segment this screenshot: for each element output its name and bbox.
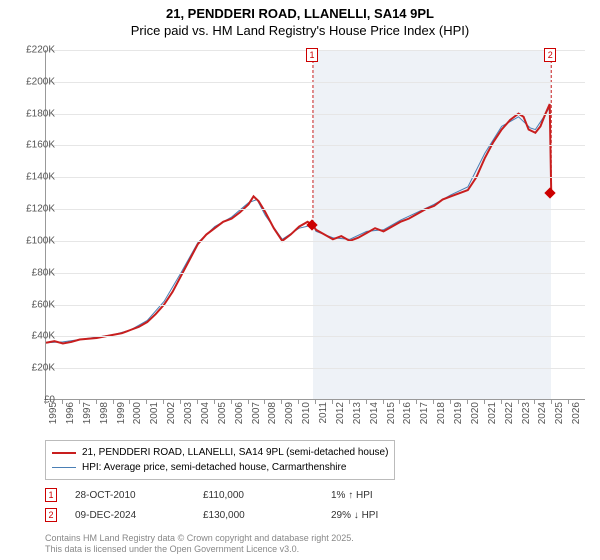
y-tick-label: £180K	[15, 108, 55, 119]
event-delta: 1% ↑ HPI	[331, 490, 451, 501]
event-date: 28-OCT-2010	[75, 490, 185, 501]
chart-title: 21, PENDDERI ROAD, LLANELLI, SA14 9PL Pr…	[0, 0, 600, 40]
x-tick-label: 2023	[521, 402, 532, 432]
y-tick-label: £100K	[15, 235, 55, 246]
event-date: 09-DEC-2024	[75, 510, 185, 521]
x-tick-label: 1997	[82, 402, 93, 432]
x-tick-label: 2021	[487, 402, 498, 432]
y-tick-label: £140K	[15, 172, 55, 183]
legend-label: HPI: Average price, semi-detached house,…	[82, 460, 346, 475]
legend-box: 21, PENDDERI ROAD, LLANELLI, SA14 9PL (s…	[45, 440, 395, 480]
y-tick-label: £40K	[15, 331, 55, 342]
x-tick-label: 2026	[571, 402, 582, 432]
title-line-2: Price paid vs. HM Land Registry's House …	[0, 23, 600, 40]
y-tick-label: £20K	[15, 363, 55, 374]
event-marker: 1	[45, 488, 57, 502]
x-tick-label: 2013	[352, 402, 363, 432]
x-tick-label: 2005	[217, 402, 228, 432]
series-line	[46, 104, 551, 343]
y-tick-label: £200K	[15, 76, 55, 87]
event-price: £110,000	[203, 490, 313, 501]
legend-area: 21, PENDDERI ROAD, LLANELLI, SA14 9PL (s…	[45, 440, 585, 528]
footer-line-1: Contains HM Land Registry data © Crown c…	[45, 533, 354, 545]
x-tick-label: 2000	[132, 402, 143, 432]
x-tick-label: 2015	[386, 402, 397, 432]
x-tick-label: 2017	[419, 402, 430, 432]
x-tick-label: 2018	[436, 402, 447, 432]
title-line-1: 21, PENDDERI ROAD, LLANELLI, SA14 9PL	[0, 6, 600, 23]
legend-row: HPI: Average price, semi-detached house,…	[52, 460, 388, 475]
x-tick-label: 2011	[318, 402, 329, 432]
x-tick-label: 2010	[301, 402, 312, 432]
x-tick-label: 2004	[200, 402, 211, 432]
events-list: 1 28-OCT-2010 £110,000 1% ↑ HPI 2 09-DEC-2024…	[45, 488, 585, 522]
x-tick-label: 2002	[166, 402, 177, 432]
y-tick-label: £80K	[15, 267, 55, 278]
y-tick-label: £60K	[15, 299, 55, 310]
x-tick-label: 2001	[149, 402, 160, 432]
marker-label: 2	[544, 48, 556, 62]
x-tick-label: 2024	[537, 402, 548, 432]
chart-container: 21, PENDDERI ROAD, LLANELLI, SA14 9PL Pr…	[0, 0, 600, 560]
x-tick-label: 2007	[251, 402, 262, 432]
legend-label: 21, PENDDERI ROAD, LLANELLI, SA14 9PL (s…	[82, 445, 388, 460]
x-tick-label: 1996	[65, 402, 76, 432]
event-row: 1 28-OCT-2010 £110,000 1% ↑ HPI	[45, 488, 585, 502]
event-marker: 2	[45, 508, 57, 522]
x-tick-label: 1999	[116, 402, 127, 432]
legend-row: 21, PENDDERI ROAD, LLANELLI, SA14 9PL (s…	[52, 445, 388, 460]
x-tick-label: 2006	[234, 402, 245, 432]
y-tick-label: £220K	[15, 45, 55, 56]
legend-swatch	[52, 467, 76, 468]
x-tick-label: 2020	[470, 402, 481, 432]
x-tick-label: 1998	[99, 402, 110, 432]
y-tick-label: £160K	[15, 140, 55, 151]
event-price: £130,000	[203, 510, 313, 521]
legend-swatch	[52, 452, 76, 454]
x-tick-label: 2012	[335, 402, 346, 432]
x-tick-label: 2014	[369, 402, 380, 432]
series-line	[46, 107, 551, 342]
marker-label: 1	[306, 48, 318, 62]
x-tick-label: 1995	[48, 402, 59, 432]
x-tick-label: 2025	[554, 402, 565, 432]
y-tick-label: £120K	[15, 204, 55, 215]
event-delta: 29% ↓ HPI	[331, 510, 451, 521]
x-tick-label: 2022	[504, 402, 515, 432]
x-tick-label: 2016	[402, 402, 413, 432]
x-tick-label: 2009	[284, 402, 295, 432]
x-tick-label: 2008	[267, 402, 278, 432]
x-tick-label: 2003	[183, 402, 194, 432]
footer-line-2: This data is licensed under the Open Gov…	[45, 544, 354, 556]
footer-attribution: Contains HM Land Registry data © Crown c…	[45, 533, 354, 556]
x-tick-label: 2019	[453, 402, 464, 432]
event-row: 2 09-DEC-2024 £130,000 29% ↓ HPI	[45, 508, 585, 522]
